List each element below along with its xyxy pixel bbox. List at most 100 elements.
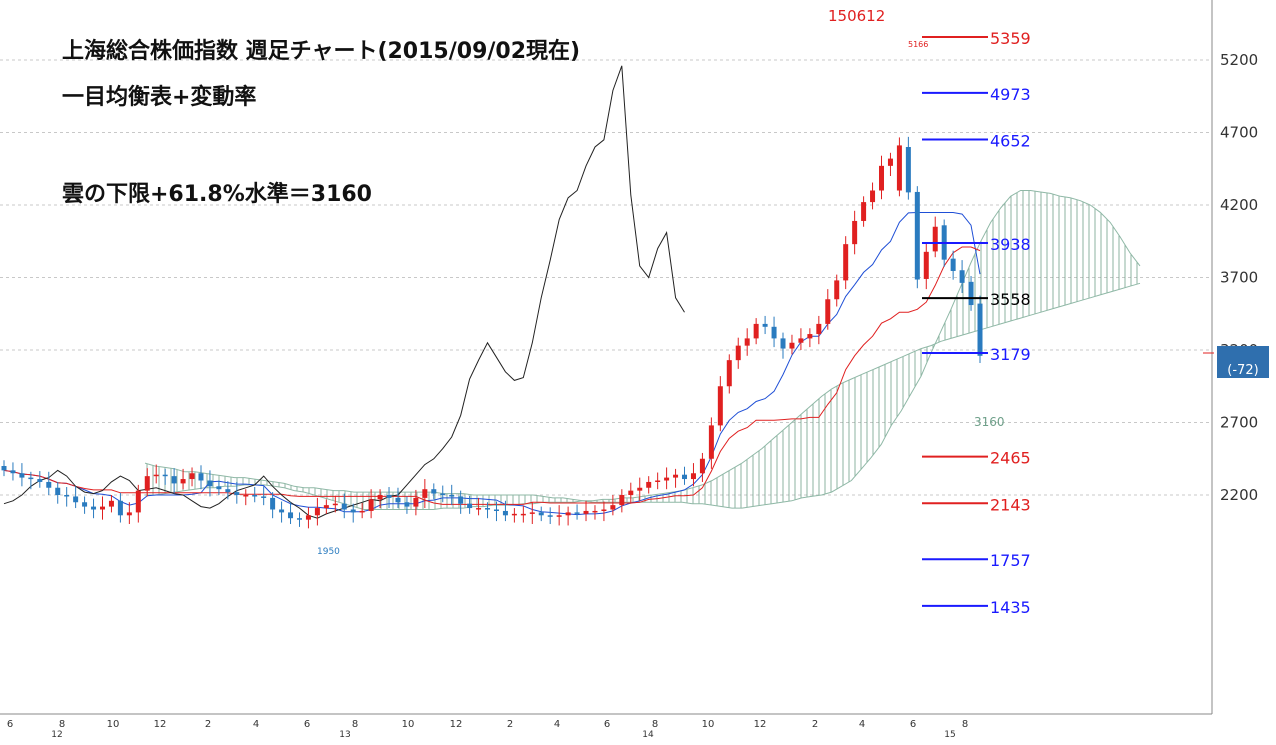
year-label: 14 (642, 730, 654, 740)
x-tick-label: 12 (154, 719, 167, 730)
level-label: 1757 (990, 551, 1031, 570)
candle-body (261, 496, 267, 498)
candle-body (592, 510, 598, 513)
candle-body (288, 512, 294, 519)
current-price-box (1217, 346, 1269, 378)
candle-body (46, 481, 52, 488)
candle-body (690, 473, 696, 480)
x-tick-label: 4 (859, 719, 865, 730)
candle-body (959, 270, 965, 283)
current-price-label: (-72) (1227, 363, 1258, 378)
candle-body (117, 500, 123, 516)
candle-body (825, 299, 831, 324)
level-label: 3558 (990, 290, 1031, 309)
candle-body (1, 466, 7, 471)
candle-body (780, 338, 786, 349)
x-tick-label: 2 (205, 719, 211, 730)
x-tick-label: 4 (554, 719, 560, 730)
candle-body (914, 191, 920, 280)
candle-body (243, 495, 249, 497)
candle-body (726, 360, 732, 387)
candle-body (341, 503, 347, 510)
candlesticks (1, 136, 983, 529)
level-label: 2143 (990, 495, 1031, 514)
candle-body (816, 323, 822, 335)
candle-body (135, 490, 141, 513)
price-levels: 5359 4973 4652 3938 3558 3179 2465 2143 1757 1435 (922, 29, 1031, 617)
candle-body (834, 280, 840, 300)
x-tick-label: 10 (107, 719, 120, 730)
x-tick-label: 4 (253, 719, 259, 730)
candle-body (896, 145, 902, 191)
candle-body (171, 476, 177, 484)
chart-title: 上海総合株価指数 週足チャート(2015/09/02現在) (62, 39, 581, 64)
candle-body (413, 497, 419, 507)
candle-body (55, 487, 61, 495)
candle-body (547, 515, 553, 517)
low-mark-label: 1950 (317, 547, 340, 557)
chikou-span (3, 65, 685, 519)
candle-body (664, 477, 670, 481)
kijun-line (3, 246, 981, 505)
candle-body (879, 165, 885, 191)
level-label: 5359 (990, 29, 1031, 48)
candle-body (870, 190, 876, 203)
candle-body (198, 473, 204, 481)
candle-body (126, 512, 132, 516)
y-tick-label: 4200 (1220, 196, 1258, 214)
candle-body (440, 493, 446, 496)
candle-body (270, 497, 276, 510)
candle-body (852, 220, 858, 245)
candle-body (99, 506, 105, 510)
candle-body (502, 510, 508, 516)
candle-body (753, 323, 759, 339)
candle-body (108, 500, 114, 507)
x-tick-label: 8 (352, 719, 358, 730)
candle-body (637, 487, 643, 491)
candle-body (449, 495, 455, 497)
candle-body (735, 345, 741, 361)
candle-body (431, 489, 437, 494)
candle-body (699, 458, 705, 474)
candle-body (386, 495, 392, 498)
x-tick-label: 8 (962, 719, 968, 730)
x-tick-label: 8 (59, 719, 65, 730)
candle-body (511, 513, 517, 516)
year-label: 15 (944, 730, 955, 740)
high-mark-label: 5166 (908, 40, 928, 49)
candle-body (19, 473, 25, 478)
candle-body (708, 425, 714, 459)
candle-body (717, 386, 723, 426)
y-tick-label: 2200 (1220, 486, 1258, 504)
candle-body (37, 479, 43, 482)
level-label: 3179 (990, 345, 1031, 364)
candle-body (744, 338, 750, 346)
candle-body (189, 473, 195, 480)
candle-body (180, 479, 186, 484)
senkou-span-b (145, 282, 1141, 510)
candle-body (932, 226, 938, 252)
candle-body (73, 496, 79, 503)
candle-body (628, 490, 634, 495)
candle-body (162, 474, 168, 477)
candle-body (422, 489, 428, 498)
y-tick-label: 2700 (1220, 414, 1258, 432)
candle-body (583, 510, 589, 514)
candle-body (950, 258, 956, 271)
x-tick-label: 2 (507, 719, 513, 730)
candle-body (601, 509, 607, 511)
candle-body (673, 474, 679, 478)
candle-body (789, 342, 795, 349)
candle-body (350, 509, 356, 513)
level-label: 3938 (990, 235, 1031, 254)
cloud-level-label: 3160 (974, 415, 1005, 429)
candle-body (843, 244, 849, 281)
candle-body (798, 338, 804, 343)
peak-date-label: 150612 (828, 7, 885, 25)
candle-body (323, 505, 329, 509)
x-tick-label: 6 (910, 719, 916, 730)
candle-body (923, 251, 929, 279)
axes: 2200270032003700420047005200681012246810… (0, 0, 1258, 740)
